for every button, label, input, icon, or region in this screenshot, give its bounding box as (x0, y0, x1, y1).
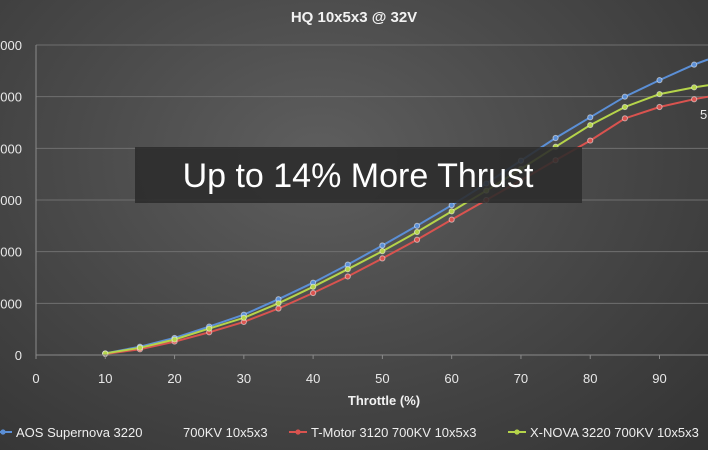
legend-item: T-Motor 3120 700KV 10x5x3 (289, 425, 477, 440)
data-point (206, 325, 213, 332)
data-point (587, 114, 594, 121)
series-line (105, 95, 708, 355)
data-point (413, 228, 421, 236)
legend-item: AOS Supernova 3220 (0, 425, 142, 440)
data-point (448, 208, 455, 215)
data-point (621, 103, 628, 111)
x-tick-label: 50 (375, 371, 389, 386)
annotation-text: Up to 14% More Thrust (183, 157, 534, 195)
legend-label-suffix: 700KV 10x5x3 (183, 425, 268, 440)
annotation-background (135, 147, 582, 203)
legend-swatch-marker (514, 429, 520, 435)
y-tick-label: 000 (0, 296, 22, 311)
data-point (552, 134, 559, 142)
annotation-banner: Up to 14% More Thrust (135, 147, 582, 203)
x-tick-label: 10 (98, 371, 112, 386)
data-point (587, 121, 594, 129)
legend-swatch-marker (0, 429, 6, 435)
data-point (310, 283, 317, 290)
data-point (691, 61, 698, 68)
data-point (344, 266, 351, 273)
data-point (448, 216, 455, 223)
legend: AOS Supernova 3220 T-Motor 3120 700KV 10x… (0, 425, 699, 440)
series-line (105, 58, 708, 355)
data-point (621, 93, 628, 100)
x-tick-label: 70 (514, 371, 528, 386)
series-line (105, 84, 708, 355)
legend-label: X-NOVA 3220 700KV 10x5x3 (530, 425, 699, 440)
y-tick-label: 000 (0, 38, 22, 53)
y-tick-label: 0 (15, 348, 22, 363)
data-point (275, 305, 282, 312)
legend-swatch-marker (295, 429, 301, 435)
x-tick-label: 60 (444, 371, 458, 386)
legend-label: AOS Supernova 3220 (16, 425, 142, 440)
x-tick-label: 20 (167, 371, 181, 386)
y-tick-label: 000 (0, 90, 22, 105)
x-tick-label: 40 (306, 371, 320, 386)
data-point (691, 84, 698, 91)
series-group (102, 58, 708, 357)
data-point (656, 103, 663, 111)
y-tick-label: 000 (0, 245, 22, 260)
series-group (102, 95, 708, 358)
x-tick-label: 90 (652, 371, 666, 386)
series-layer (102, 58, 708, 358)
data-point (587, 137, 594, 144)
data-point (379, 242, 386, 249)
y-tick-label: 000 (0, 141, 22, 156)
data-point (240, 314, 247, 321)
edge-data-label: 5 (700, 107, 707, 122)
data-point (379, 248, 386, 255)
series-group (102, 84, 708, 357)
data-point (171, 336, 178, 343)
data-point (448, 202, 455, 209)
x-tick-label: 30 (237, 371, 251, 386)
data-point (310, 289, 317, 297)
legend-label: T-Motor 3120 700KV 10x5x3 (311, 425, 477, 440)
data-point (275, 300, 282, 307)
data-point (621, 115, 628, 122)
data-point (656, 90, 663, 98)
y-tick-label: 000 (0, 193, 22, 208)
x-tick-label: 0 (32, 371, 39, 386)
data-point (691, 96, 698, 103)
data-point (344, 273, 351, 280)
chart-title: HQ 10x5x3 @ 32V (291, 9, 417, 26)
x-tick-label: 80 (583, 371, 597, 386)
data-point (413, 236, 421, 243)
data-point (136, 344, 144, 351)
data-point (656, 77, 663, 84)
legend-item: X-NOVA 3220 700KV 10x5x3 (508, 425, 699, 440)
data-point (379, 255, 386, 262)
x-axis-label: Throttle (%) (348, 393, 420, 408)
data-point (413, 222, 421, 229)
